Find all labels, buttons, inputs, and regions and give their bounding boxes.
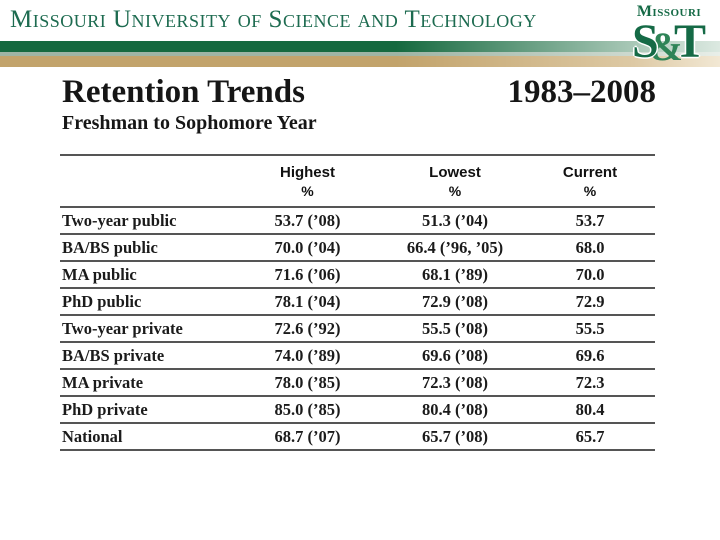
subtitle: Freshman to Sophomore Year (62, 112, 317, 134)
col-header-unit: % (448, 182, 462, 199)
table-row: MA private 78.0 (’85) 72.3 (’08) 72.3 (60, 369, 655, 396)
title-years: 1983–2008 (507, 74, 657, 110)
logo-letter-s: S (631, 15, 659, 68)
logo-missouri-text: Missouri (636, 3, 702, 20)
col-header-unit: % (583, 182, 597, 199)
cell-current: 70.0 (575, 264, 605, 284)
university-wordmark: Missouri University of Science and Techn… (10, 6, 537, 33)
cell-lowest: 68.1 (’89) (422, 264, 488, 284)
table-row: MA public 71.6 (’06) 68.1 (’89) 70.0 (60, 261, 655, 288)
col-header-current: Current % (525, 155, 655, 207)
cell-lowest: 72.3 (’08) (422, 372, 488, 392)
col-header-unit: % (301, 182, 314, 199)
table-row: BA/BS public 70.0 (’04) 66.4 (’96, ’05) … (60, 234, 655, 261)
row-label: MA public (62, 264, 137, 284)
cell-highest: 78.1 (’04) (274, 291, 341, 311)
logo-st-monogram: S&T (623, 18, 715, 70)
cell-lowest: 66.4 (’96, ’05) (406, 237, 504, 257)
cell-highest: 71.6 (’06) (274, 264, 341, 284)
cell-highest: 68.7 (’07) (274, 426, 341, 446)
cell-highest: 74.0 (’89) (274, 345, 341, 365)
row-label: PhD public (62, 291, 142, 311)
cell-lowest: 72.9 (’08) (422, 291, 488, 311)
title-row: Retention Trends 1983–2008 (62, 74, 656, 110)
cell-lowest: 55.5 (’08) (422, 318, 488, 338)
cell-lowest: 51.3 (’04) (422, 210, 488, 230)
table-row: BA/BS private 74.0 (’89) 69.6 (’08) 69.6 (60, 342, 655, 369)
row-label: MA private (62, 372, 144, 392)
green-bar (0, 41, 720, 52)
row-label: PhD private (62, 399, 148, 419)
row-label: BA/BS public (62, 237, 158, 257)
logo-letter-t: T (674, 15, 707, 68)
row-label: National (62, 426, 123, 446)
row-label: Two-year private (62, 318, 183, 338)
cell-highest: 72.6 (’92) (274, 318, 341, 338)
table-row: PhD public 78.1 (’04) 72.9 (’08) 72.9 (60, 288, 655, 315)
col-header-lowest: Lowest % (385, 155, 525, 207)
cell-highest: 70.0 (’04) (274, 237, 341, 257)
cell-current: 72.9 (575, 291, 605, 311)
cell-current: 53.7 (575, 210, 605, 230)
table-row: National 68.7 (’07) 65.7 (’08) 65.7 (60, 423, 655, 450)
cell-highest: 85.0 (’85) (274, 399, 341, 419)
retention-table: Highest % Lowest % Current % Two-year pu… (60, 154, 655, 451)
cell-current: 72.3 (575, 372, 605, 392)
cell-lowest: 69.6 (’08) (422, 345, 488, 365)
cell-current: 69.6 (575, 345, 605, 365)
row-label: BA/BS private (62, 345, 165, 365)
cell-lowest: 80.4 (’08) (422, 399, 488, 419)
table-row: Two-year private 72.6 (’92) 55.5 (’08) 5… (60, 315, 655, 342)
col-header-label: Current (562, 163, 618, 181)
col-header-highest: Highest % (230, 155, 385, 207)
col-header-label: Highest (279, 163, 335, 181)
cell-highest: 53.7 (’08) (274, 210, 341, 230)
cell-current: 55.5 (575, 318, 605, 338)
logo-ampersand: & (649, 24, 683, 69)
cell-current: 65.7 (575, 426, 605, 446)
table-row: PhD private 85.0 (’85) 80.4 (’08) 80.4 (60, 396, 655, 423)
sage-bar (0, 52, 720, 56)
col-header-label: Lowest (429, 163, 481, 181)
page-title: Retention Trends (62, 74, 305, 110)
cell-current: 80.4 (575, 399, 605, 419)
cell-current: 68.0 (575, 237, 605, 257)
cell-highest: 78.0 (’85) (274, 372, 341, 392)
header-row: Highest % Lowest % Current % (60, 155, 655, 207)
empty-header-cell (60, 155, 230, 207)
row-label: Two-year public (62, 210, 177, 230)
retention-table-container: Highest % Lowest % Current % Two-year pu… (60, 154, 655, 451)
table-row: Two-year public 53.7 (’08) 51.3 (’04) 53… (60, 207, 655, 234)
missouri-st-logo: Missouri S&T (623, 3, 715, 70)
cell-lowest: 65.7 (’08) (422, 426, 488, 446)
tan-bar (0, 56, 720, 67)
